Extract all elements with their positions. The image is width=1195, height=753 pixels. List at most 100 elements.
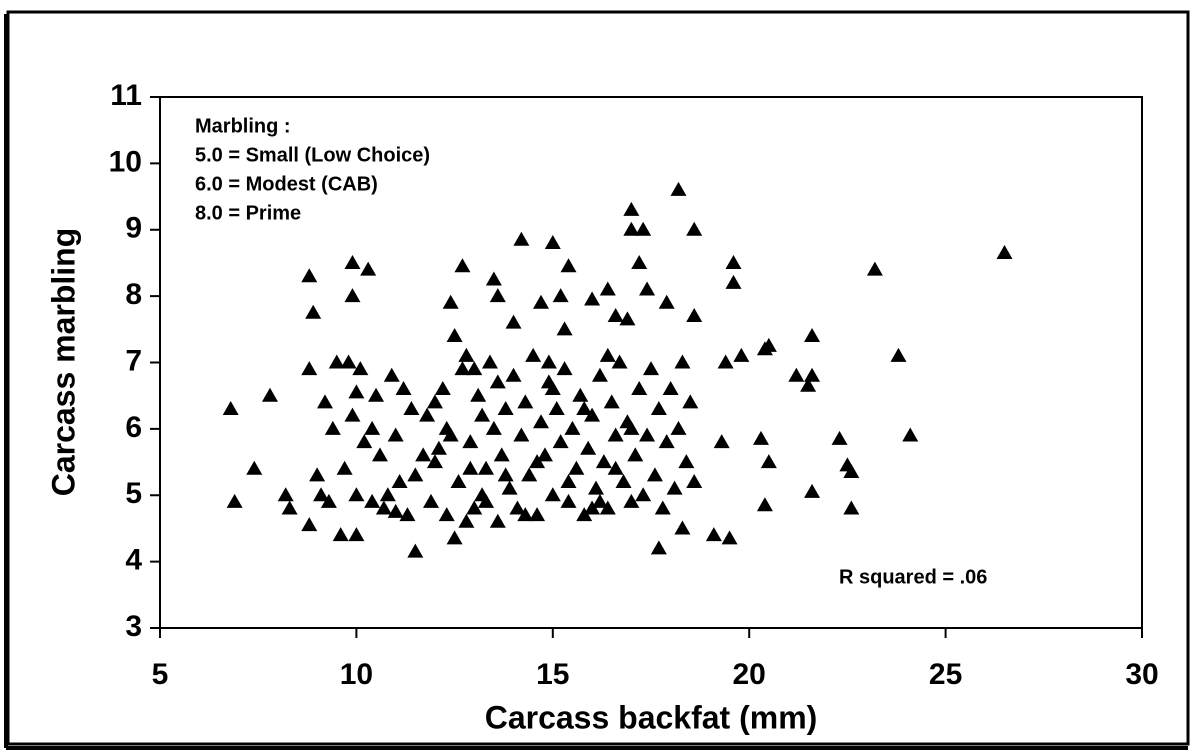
point (800, 377, 817, 392)
point (639, 427, 656, 442)
point (462, 460, 479, 475)
point (607, 460, 624, 475)
point (344, 407, 361, 422)
point (725, 274, 742, 289)
point (497, 400, 514, 415)
point (478, 460, 495, 475)
point (576, 507, 593, 522)
annotation: R squared = .06 (839, 566, 987, 588)
point (419, 407, 436, 422)
point (505, 367, 522, 382)
point (635, 487, 652, 502)
point (340, 354, 357, 369)
legend-note: 5.0 = Small (Low Choice) (195, 144, 430, 166)
point (344, 254, 361, 269)
point (623, 420, 640, 435)
point (725, 254, 742, 269)
point (403, 400, 420, 415)
point (866, 261, 883, 276)
y-tick-label: 9 (125, 212, 142, 245)
point (481, 354, 498, 369)
point (752, 430, 769, 445)
point (760, 454, 777, 469)
point (415, 447, 432, 462)
point (591, 367, 608, 382)
point (517, 507, 534, 522)
point (313, 487, 330, 502)
point (540, 354, 557, 369)
y-tick-label: 11 (110, 79, 142, 112)
point (379, 487, 396, 502)
point (328, 354, 345, 369)
point (756, 497, 773, 512)
point (658, 434, 675, 449)
point (222, 400, 239, 415)
point (277, 487, 294, 502)
point (485, 420, 502, 435)
point (364, 493, 381, 508)
y-tick-label: 10 (109, 145, 142, 178)
point (584, 407, 601, 422)
point (434, 381, 451, 396)
point (301, 517, 318, 532)
point (674, 520, 691, 535)
point (454, 361, 471, 376)
point (525, 347, 542, 362)
y-tick-label: 3 (125, 610, 142, 643)
point (552, 288, 569, 303)
point (423, 493, 440, 508)
point (623, 493, 640, 508)
point (686, 221, 703, 236)
point (332, 527, 349, 542)
point (705, 527, 722, 542)
point (576, 400, 593, 415)
point (533, 414, 550, 429)
point (458, 513, 475, 528)
x-tick-label: 15 (536, 658, 569, 691)
point (466, 361, 483, 376)
point (662, 381, 679, 396)
point (627, 447, 644, 462)
point (654, 500, 671, 515)
point (721, 530, 738, 545)
point (536, 447, 553, 462)
point (371, 447, 388, 462)
point (493, 447, 510, 462)
point (513, 231, 530, 246)
point (556, 361, 573, 376)
point (489, 513, 506, 528)
point (533, 294, 550, 309)
point (733, 347, 750, 362)
point (588, 480, 605, 495)
point (670, 181, 687, 196)
point (352, 361, 369, 376)
point (399, 507, 416, 522)
point (501, 480, 518, 495)
point (470, 387, 487, 402)
point (580, 440, 597, 455)
point (556, 321, 573, 336)
point (391, 473, 408, 488)
point (368, 387, 385, 402)
point (623, 221, 640, 236)
legend-note: 8.0 = Prime (195, 202, 301, 224)
point (450, 473, 467, 488)
point (713, 434, 730, 449)
point (615, 473, 632, 488)
point (560, 258, 577, 273)
point (890, 347, 907, 362)
point (301, 361, 318, 376)
point (466, 500, 483, 515)
point (387, 503, 404, 518)
point (348, 487, 365, 502)
point (348, 527, 365, 542)
point (529, 507, 546, 522)
point (635, 221, 652, 236)
point (485, 271, 502, 286)
x-tick-label: 25 (929, 658, 962, 691)
point (650, 540, 667, 555)
point (646, 467, 663, 482)
point (591, 493, 608, 508)
point (843, 464, 860, 479)
x-axis-label: Carcass backfat (mm) (485, 699, 818, 735)
